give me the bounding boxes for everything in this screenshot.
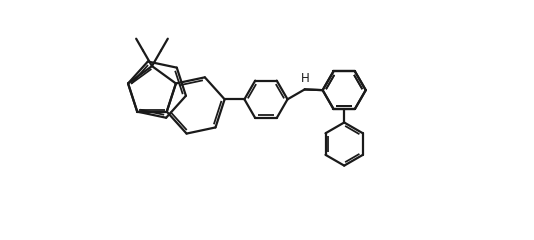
Text: H: H (301, 72, 310, 85)
